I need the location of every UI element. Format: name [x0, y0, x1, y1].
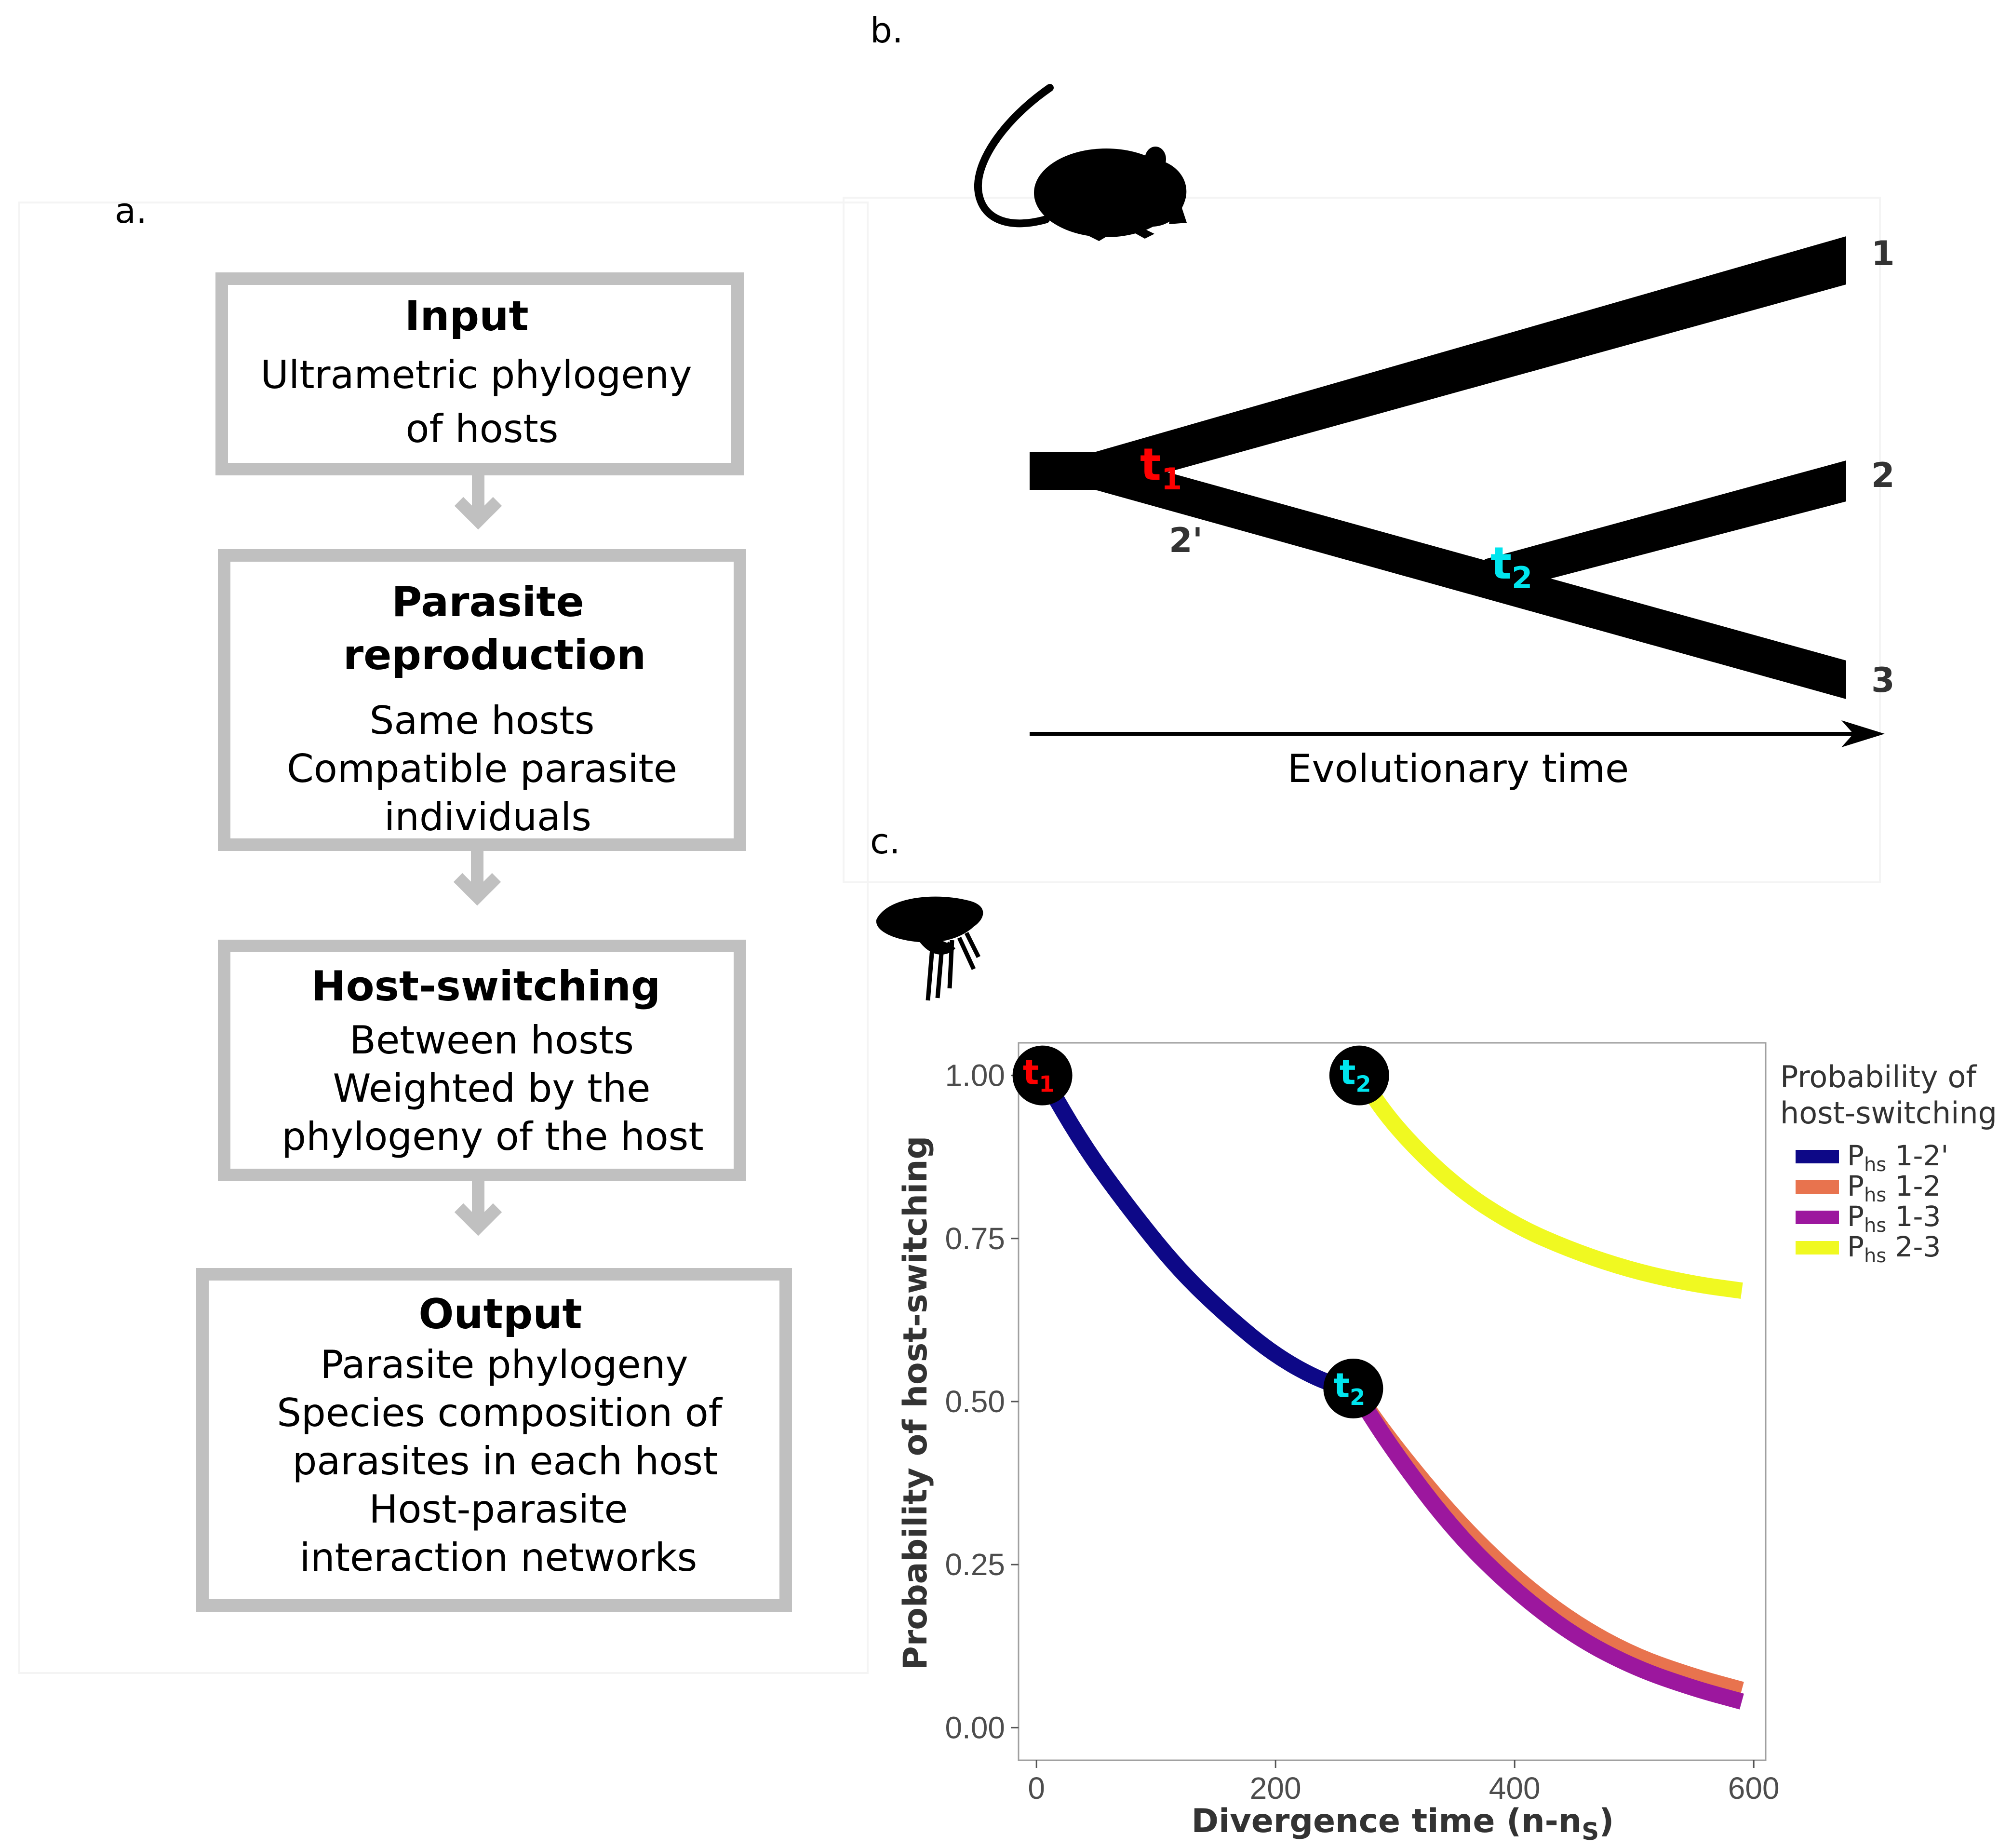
flow-box-host-switching-line-3: phylogeny of the host	[282, 1114, 703, 1159]
legend-title-line-2: host-switching	[1780, 1095, 1997, 1131]
chart-series	[1035, 1071, 1746, 1710]
flow-box-reproduction-title-2: reproduction	[343, 631, 646, 679]
legend-label-1-3: Phs 1-3	[1847, 1200, 1941, 1237]
flow-box-reproduction-line-1: Same hosts	[370, 698, 595, 743]
panel-b-letter: b.	[870, 10, 903, 51]
x-tick-label: 400	[1489, 1771, 1541, 1806]
legend-label-1-2: Phs 1-2	[1847, 1170, 1941, 1206]
tree-branch-1	[1094, 236, 1846, 490]
flow-box-output-frame	[196, 1268, 792, 1612]
y-tick-label: 0.00	[945, 1710, 1005, 1745]
legend-key-2-3	[1796, 1241, 1839, 1254]
flow-box-output-line-1: Parasite phylogeny	[320, 1342, 688, 1387]
flow-box-input-line-2: of hosts	[406, 406, 559, 451]
legend-key-1-3	[1796, 1211, 1839, 1224]
tree-branch-2-prime-3	[1095, 453, 1846, 699]
panel-b: b. 1 2 3 2' t1 t2 Evo	[870, 10, 1895, 791]
panel-c: c. 0 200 400 600 0.00 0.25 0.50 0.75 1.00 t1 t2 t2…	[870, 821, 1997, 1846]
node-label-t1: t1	[1140, 439, 1182, 497]
flow-box-reproduction: Parasite reproduction Same hosts Compati…	[218, 549, 746, 851]
mouse-silhouette-icon	[974, 84, 1187, 241]
flow-box-output-line-4: Host-parasite	[369, 1487, 628, 1532]
marker-t2-label: t2	[1334, 1366, 1365, 1410]
y-tick-label: 0.75	[945, 1221, 1005, 1256]
flow-arrow-1	[454, 475, 502, 530]
flow-box-reproduction-line-3: individuals	[384, 795, 591, 839]
marker-t1-label: t1	[1023, 1053, 1054, 1097]
panel-a: a. Input Ultrametric phylogeny of hosts …	[115, 190, 792, 1612]
marker-t2-circle	[1323, 1358, 1383, 1418]
series-line-1	[1035, 1071, 1359, 1397]
branch-label-2-prime: 2'	[1169, 521, 1203, 560]
flow-box-host-switching-title: Host-switching	[311, 962, 661, 1011]
x-tick-label: 0	[1028, 1771, 1045, 1806]
marker-t2-circle	[1329, 1045, 1389, 1106]
x-axis-title: Divergence time (n-nS)	[1192, 1802, 1614, 1846]
flow-arrow-3	[454, 1181, 502, 1236]
tree-root-branch	[1030, 452, 1102, 490]
panel-b-frame	[843, 197, 1881, 883]
host-phylogeny-tree	[1030, 236, 1846, 699]
chart-markers: t1 t2 t2	[1012, 1045, 1389, 1418]
flow-box-input-line-1: Ultrametric phylogeny	[260, 352, 692, 397]
series-line-3	[1346, 1384, 1744, 1710]
node-label-t2: t2	[1490, 538, 1532, 595]
legend-label-2-3: Phs 2-3	[1847, 1230, 1941, 1267]
y-axis-title: Probability of host-switching	[897, 1136, 935, 1670]
tip-label-3: 3	[1871, 661, 1895, 700]
y-tick-label: 0.50	[945, 1384, 1005, 1419]
flow-box-output-line-2: Species composition of	[277, 1390, 723, 1435]
flow-box-input: Input Ultrametric phylogeny of hosts	[215, 272, 744, 475]
chart-axes: 0 200 400 600 0.00 0.25 0.50 0.75 1.00	[945, 1058, 1779, 1806]
flow-box-output: Output Parasite phylogeny Species compos…	[196, 1268, 792, 1612]
tree-branch-2	[1485, 460, 1846, 592]
flow-box-reproduction-line-2: Compatible parasite	[287, 746, 677, 791]
tip-label-2: 2	[1871, 456, 1895, 495]
flow-box-output-title: Output	[418, 1290, 582, 1338]
plot-panel	[1018, 1042, 1767, 1761]
legend-title-line-1: Probability of	[1780, 1059, 1977, 1094]
flow-box-input-frame	[215, 272, 744, 475]
flow-box-input-title: Input	[404, 292, 528, 340]
panel-c-letter: c.	[870, 821, 900, 862]
y-tick-label: 1.00	[945, 1058, 1005, 1093]
x-tick-label: 200	[1250, 1771, 1301, 1806]
flow-box-reproduction-title-1: Parasite	[391, 578, 584, 626]
marker-t1-circle	[1012, 1045, 1073, 1106]
flow-box-host-switching-line-1: Between hosts	[349, 1018, 634, 1063]
flea-silhouette-icon	[876, 896, 983, 1001]
flow-box-output-line-5: interaction networks	[300, 1535, 697, 1580]
legend-label-1-2-prime: Phs 1-2'	[1847, 1139, 1948, 1176]
chart-legend: Probability of host-switching Phs 1-2' P…	[1780, 1059, 1997, 1267]
evolutionary-time-label: Evolutionary time	[1288, 746, 1629, 791]
x-tick-label: 600	[1728, 1771, 1780, 1806]
flow-box-output-line-3: parasites in each host	[293, 1439, 718, 1484]
evolutionary-time-arrow	[1030, 720, 1885, 747]
y-tick-label: 0.25	[945, 1547, 1005, 1582]
panel-a-frame	[18, 202, 869, 1674]
flow-arrow-2	[453, 851, 501, 906]
legend-key-1-2-prime	[1796, 1150, 1839, 1163]
flow-box-host-switching: Host-switching Between hosts Weighted by…	[218, 940, 746, 1181]
panel-a-letter: a.	[115, 190, 147, 231]
flow-box-host-switching-frame	[218, 940, 746, 1181]
marker-t2-label: t2	[1340, 1053, 1371, 1097]
tip-label-1: 1	[1871, 234, 1895, 273]
legend-key-1-2	[1796, 1180, 1839, 1194]
flow-box-reproduction-frame	[218, 549, 746, 851]
series-line-4	[1352, 1071, 1746, 1299]
flow-box-host-switching-line-2: Weighted by the	[333, 1066, 651, 1111]
